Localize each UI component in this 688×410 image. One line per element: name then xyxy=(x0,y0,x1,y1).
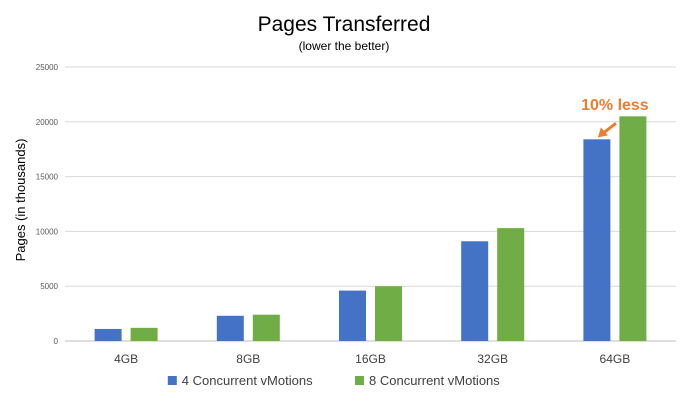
bar-16GB-series-1 xyxy=(339,290,366,341)
y-tick-label: 10000 xyxy=(36,227,59,236)
chart-subtitle: (lower the better) xyxy=(299,39,390,53)
legend-label: 4 Concurrent vMotions xyxy=(182,373,313,388)
x-tick-label: 16GB xyxy=(355,352,386,366)
bar-8GB-series-1 xyxy=(216,315,244,341)
x-tick-label: 8GB xyxy=(236,352,260,366)
bar-8GB-series-2 xyxy=(252,314,280,341)
y-tick-label: 0 xyxy=(54,337,59,346)
x-tick-label: 64GB xyxy=(600,352,631,366)
legend: 4 Concurrent vMotions 8 Concurrent vMotio… xyxy=(167,373,500,388)
bar-32GB-series-1 xyxy=(461,241,489,341)
x-tick-label: 4GB xyxy=(114,352,138,366)
y-axis-label: Pages (in thousands) xyxy=(13,139,28,262)
annotation: 10% less xyxy=(581,97,649,138)
y-tick-label: 20000 xyxy=(36,118,59,127)
annotation-arrow-head xyxy=(597,127,608,138)
bar-4GB-series-2 xyxy=(130,327,158,341)
y-tick-label: 5000 xyxy=(40,282,58,291)
bar-64GB-series-2 xyxy=(619,116,647,341)
chart-title: Pages Transferred xyxy=(258,13,431,36)
gridlines xyxy=(65,66,676,342)
bar-16GB-series-2 xyxy=(375,286,402,341)
legend-swatch xyxy=(355,376,364,385)
annotation-arrow-shaft xyxy=(601,122,617,135)
y-tick-label: 15000 xyxy=(36,173,59,182)
y-tick-labels: 0 5000 10000 15000 20000 25000 xyxy=(36,63,59,346)
bar-32GB-series-2 xyxy=(497,228,525,341)
y-tick-label: 25000 xyxy=(36,63,59,72)
bars xyxy=(94,116,647,341)
bar-4GB-series-1 xyxy=(94,328,122,341)
legend-swatch xyxy=(167,376,177,385)
annotation-label: 10% less xyxy=(581,97,649,114)
x-tick-label: 32GB xyxy=(477,352,508,366)
legend-label: 8 Concurrent vMotions xyxy=(369,373,500,388)
x-tick-labels: 4GB 8GB 16GB 32GB 64GB xyxy=(114,352,630,366)
bar-64GB-series-1 xyxy=(583,139,611,341)
